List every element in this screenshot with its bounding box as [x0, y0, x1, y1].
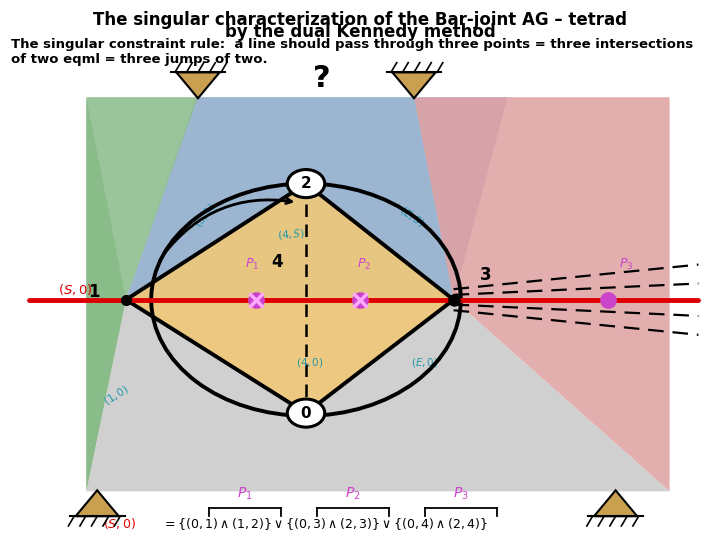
- Polygon shape: [126, 97, 508, 300]
- Text: $(E,S)$: $(E,S)$: [397, 204, 427, 231]
- Polygon shape: [176, 72, 220, 98]
- Text: $\mathbf{?}$: $\mathbf{?}$: [312, 63, 329, 94]
- Text: $P_2$: $P_2$: [356, 256, 371, 272]
- Text: The singular characterization of the Bar-joint AG – tetrad: The singular characterization of the Bar…: [93, 11, 627, 29]
- Polygon shape: [126, 97, 454, 300]
- Text: $P_2$: $P_2$: [345, 485, 361, 502]
- Text: 2: 2: [301, 176, 311, 191]
- Polygon shape: [76, 490, 119, 516]
- Text: $(E,0)$: $(E,0)$: [411, 356, 438, 369]
- Text: $(4,0)$: $(4,0)$: [296, 356, 323, 369]
- Text: $(S,0)$: $(S,0)$: [103, 516, 136, 531]
- Polygon shape: [414, 97, 670, 491]
- Polygon shape: [86, 300, 670, 491]
- Polygon shape: [392, 72, 436, 98]
- Polygon shape: [594, 490, 637, 516]
- Circle shape: [287, 170, 325, 198]
- Text: 3: 3: [480, 266, 492, 285]
- Text: 0: 0: [301, 406, 311, 421]
- Text: $P_3$: $P_3$: [453, 485, 469, 502]
- Polygon shape: [86, 97, 198, 491]
- Circle shape: [287, 399, 325, 427]
- Text: by the dual Kennedy method: by the dual Kennedy method: [225, 23, 495, 41]
- Text: $(S,0)$: $(S,0)$: [58, 282, 93, 298]
- Text: 4: 4: [271, 253, 283, 271]
- Text: 1: 1: [88, 282, 99, 301]
- Text: The singular constraint rule:  a line should pass through three points = three i: The singular constraint rule: a line sho…: [11, 38, 693, 66]
- Polygon shape: [126, 184, 454, 413]
- Text: $P_1$: $P_1$: [237, 485, 253, 502]
- Text: $P_3$: $P_3$: [619, 256, 634, 272]
- Polygon shape: [86, 97, 126, 491]
- Text: $(1,0)$: $(1,0)$: [102, 382, 132, 408]
- Text: $P_1$: $P_1$: [245, 256, 259, 272]
- Text: $=\{(0,1)\wedge(1,2)\}\vee\{(0,3)\wedge(2,3)\}\vee\{(0,4)\wedge(2,4)\}$: $=\{(0,1)\wedge(1,2)\}\vee\{(0,3)\wedge(…: [162, 516, 488, 532]
- Text: $(S,1)$: $(S,1)$: [192, 200, 219, 230]
- Text: $(4,S)$: $(4,S)$: [277, 226, 306, 241]
